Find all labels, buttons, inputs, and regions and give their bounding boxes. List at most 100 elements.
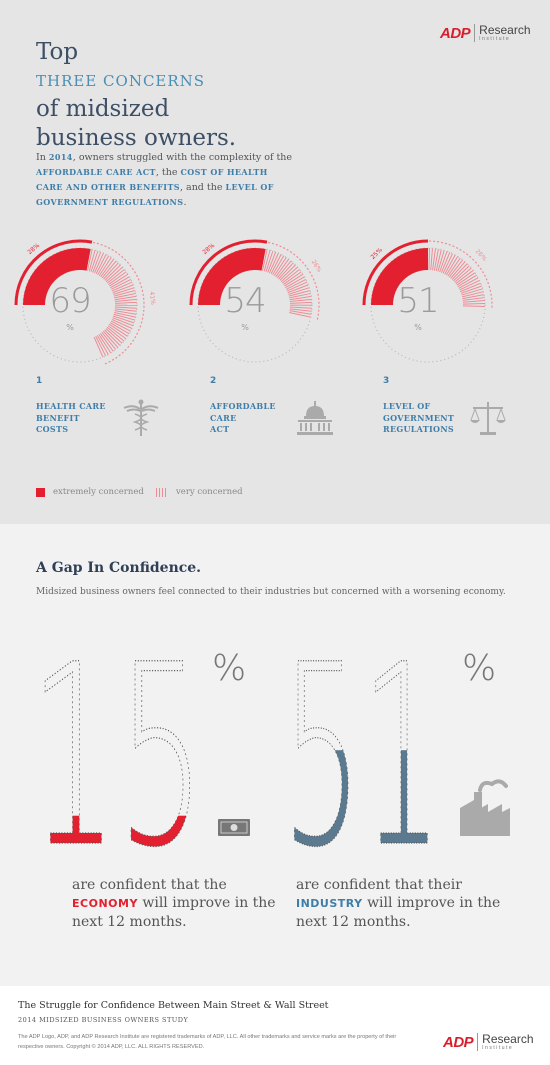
gauge-extreme-arc: [14, 239, 93, 306]
gauge-chart: 28%26%: [189, 239, 323, 363]
gauge-very-segment: [428, 248, 485, 307]
number-outline: 15: [30, 643, 205, 853]
big-number-15: 15 15: [30, 643, 206, 853]
gauge-very-segment: [261, 249, 313, 318]
gauge-stripe: [110, 276, 130, 289]
gauge-stripe: [444, 254, 456, 275]
gauge-stripe: [455, 269, 474, 285]
logo-text: Research Institute: [482, 1033, 533, 1051]
gauge-chart: 28%41%: [14, 239, 156, 366]
gauge-stripe: [110, 320, 131, 332]
concern-label-line: GOVERNMENT: [383, 412, 455, 423]
gauge-stripe: [113, 315, 135, 324]
gauge-stripe: [98, 334, 112, 354]
gauge-unit: %: [241, 323, 249, 332]
gauge-stripe: [289, 306, 312, 309]
gauge-stripe: [460, 285, 482, 294]
gauge-stripe: [108, 323, 128, 337]
logo-text: Research Institute: [479, 24, 530, 42]
logo-institute: Institute: [479, 36, 511, 42]
concern-label-line: ACT: [210, 424, 230, 434]
gauge-stripe: [286, 281, 308, 292]
gauge-stripe: [88, 249, 96, 272]
gauge-stripe: [92, 251, 102, 273]
intro-text: , and the: [179, 182, 226, 193]
gauge-affordable-care-act: 28% 26% 54 %: [185, 225, 345, 375]
scales-icon: [470, 402, 506, 435]
concern-3: 3 LEVEL OF GOVERNMENT REGULATIONS: [383, 376, 543, 436]
gauge-stripe: [90, 250, 99, 272]
gauge-stripe: [114, 301, 137, 304]
gauge-stripe: [270, 254, 282, 275]
concern-label: AFFORDABLE CARE ACT: [210, 401, 290, 436]
gauge-stripe: [101, 332, 117, 350]
caption-industry: are confident that their INDUSTRY will i…: [296, 876, 516, 931]
concern-label-line: REGULATIONS: [383, 424, 455, 434]
gauge-stripe: [433, 248, 439, 271]
section-subtitle: Midsized business owners feel connected …: [36, 587, 506, 597]
gauge-stripe: [114, 306, 137, 309]
legend-swatch-pink: [156, 487, 168, 497]
footer-title: The Struggle for Confidence Between Main…: [18, 1000, 329, 1011]
gauge-stripe: [289, 310, 312, 315]
gauge-stripe: [95, 254, 107, 275]
gauge-stripe: [109, 273, 129, 287]
gauge-chart: 25% 26%: [362, 239, 493, 363]
gauge-stripe: [462, 303, 485, 305]
gauge-stripe: [93, 252, 104, 274]
caduceus-icon: [123, 399, 159, 436]
gauge-stripe: [109, 322, 130, 335]
gauge-stripe: [276, 260, 292, 279]
gauge-stripe: [289, 292, 311, 299]
gauge-stripe: [261, 249, 268, 271]
gauge-stripe: [447, 257, 461, 277]
legend-label: very concerned: [176, 487, 243, 497]
concern-label-line: CARE: [210, 412, 237, 423]
gauge-stripe: [437, 250, 445, 272]
concern-label-line: HEALTH CARE: [36, 401, 106, 411]
gauge-stripe: [430, 248, 433, 271]
caption-economy: are confident that the ECONOMY will impr…: [72, 876, 292, 931]
number-outline: 51: [282, 643, 442, 853]
fill-level: [282, 750, 442, 853]
gauge-stripe: [98, 257, 112, 277]
gauge-stripe: [112, 284, 134, 294]
gauge-stripe: [278, 262, 294, 280]
gauge-stripe: [95, 336, 107, 357]
gauge-stripe: [114, 292, 136, 299]
gauge-stripe: [97, 255, 110, 276]
gauge-stripe: [93, 336, 104, 358]
intro-year: 2014: [48, 152, 73, 162]
gauge-extreme-arc: [189, 239, 268, 306]
caption-keyword: INDUSTRY: [296, 897, 363, 910]
gauge-stripe: [104, 264, 121, 281]
gauge-stripe: [435, 249, 442, 272]
gauge-stripe: [288, 287, 310, 295]
gauge-stripe: [289, 298, 312, 303]
gauge-stripe: [286, 278, 307, 290]
gauge-extreme-segment: [371, 248, 428, 305]
gauge-stripe: [103, 262, 119, 280]
gauge-stripe: [101, 260, 117, 279]
gauge-stripe: [273, 257, 287, 277]
legend-label: extremely concerned: [53, 487, 144, 497]
concern-label-line: BENEFIT: [36, 412, 80, 423]
logo-divider: [477, 1033, 479, 1051]
adp-mark: ADP: [443, 1033, 474, 1051]
gauge-very-arc: [429, 240, 493, 310]
gauge-stripe: [100, 258, 115, 278]
title-line-4: business owners.: [36, 125, 237, 151]
gauge-stripe: [289, 295, 312, 301]
gauge-stripe: [265, 250, 274, 272]
legend-very: very concerned: [156, 487, 243, 497]
gauge-stripe: [113, 290, 136, 297]
gauge-stripe: [285, 276, 305, 289]
gauge-stripe: [114, 310, 137, 315]
gauge-stripe: [114, 308, 137, 312]
gauge-stripe: [107, 325, 127, 340]
concern-1: 1 HEALTH CARE BENEFIT COSTS: [36, 376, 196, 436]
gauge-very-label: 26%: [310, 259, 323, 274]
gauge-stripe: [451, 263, 468, 280]
title-line-2: THREE CONCERNS: [36, 72, 206, 90]
adp-logo-footer: ADP Research Institute: [443, 1033, 534, 1051]
